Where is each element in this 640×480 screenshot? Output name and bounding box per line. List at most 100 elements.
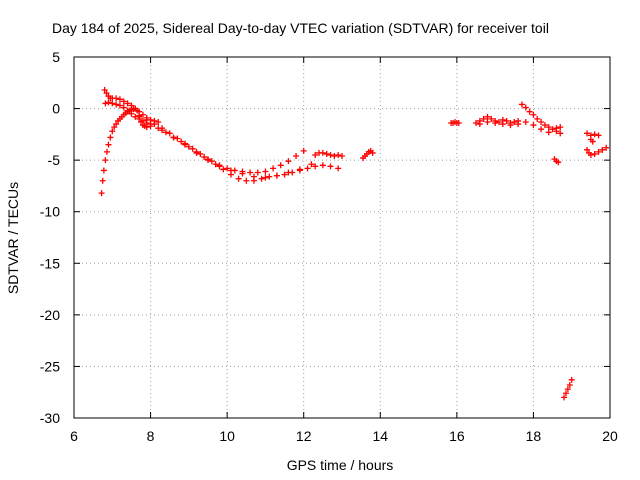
data-point [555,159,562,166]
data-point [182,141,189,148]
data-point [109,100,116,107]
data-point [595,148,602,155]
data-point [319,149,326,156]
data-point [258,175,265,182]
data-point [155,118,162,125]
data-point [254,169,261,176]
data-point [124,107,131,114]
data-point [308,161,315,168]
data-point [327,163,334,170]
data-point [562,390,569,397]
data-point [557,124,564,131]
series-arc-main-2 [136,112,342,184]
data-point [216,163,223,170]
data-point [250,173,257,180]
data-point [335,165,342,172]
chart-title: Day 184 of 2025, Sidereal Day-to-day VTE… [52,20,549,36]
data-point [170,134,177,141]
data-point [566,381,573,388]
data-point [564,386,571,393]
data-point [587,151,594,158]
series-arc-13-14 [360,147,376,162]
data-point [103,148,110,155]
y-ticks: -30 -25 -20 -15 -10 -5 0 5 [40,49,610,426]
x-tick-label: 6 [70,428,78,444]
data-point [227,167,234,174]
data-point [113,121,120,128]
data-point [293,153,300,160]
data-point [584,130,591,137]
data-point [243,177,250,184]
data-point [553,128,560,135]
data-point [499,121,506,128]
data-point [484,118,491,125]
data-point [159,127,166,134]
series-arc-16-18 [473,101,564,133]
data-point [603,144,610,151]
data-point [102,157,109,164]
data-point [545,129,552,136]
y-tick-label: -25 [40,358,60,374]
data-point [599,146,606,153]
x-axis-label: GPS time / hours [287,457,394,473]
data-point [162,129,169,136]
data-point [538,118,545,125]
x-ticks: 6 8 10 12 14 16 18 20 [70,57,618,444]
data-point [109,128,116,135]
data-point [495,118,502,125]
data-points [98,87,610,401]
y-axis-label: SDTVAR / TECUs [5,182,21,294]
data-point [273,172,280,179]
data-point [584,146,591,153]
data-point [530,122,537,129]
data-point [178,138,185,145]
data-point [530,111,537,118]
data-point [166,130,173,137]
y-tick-label: -5 [48,152,61,168]
data-point [369,149,376,156]
data-point [136,112,143,119]
data-point [300,147,307,154]
series-arc-12-13 [312,149,345,160]
data-point [113,101,120,108]
x-tick-label: 10 [219,428,235,444]
data-point [113,95,120,102]
data-point [538,126,545,133]
data-point [151,121,158,128]
data-point [281,171,288,178]
data-point [522,118,529,125]
series-arc-16 [448,118,462,127]
data-point [323,150,330,157]
data-point [116,96,123,103]
data-point [143,116,150,123]
data-point [185,143,192,150]
x-tick-label: 12 [296,428,312,444]
data-point [331,153,338,160]
data-point [557,130,564,137]
data-point [507,122,514,129]
y-tick-label: 0 [52,101,60,117]
data-point [285,158,292,165]
data-point [132,113,139,120]
data-point [99,177,106,184]
data-point [120,98,127,105]
data-point [339,153,345,160]
data-point [100,167,107,174]
data-point [541,122,548,129]
data-point [312,163,319,170]
data-point [208,158,215,165]
y-tick-label: -30 [40,410,60,426]
data-point [262,168,269,175]
x-tick-label: 8 [147,428,155,444]
data-point [545,124,552,131]
data-point [124,100,131,107]
data-point [266,173,273,180]
data-point [488,115,495,122]
data-point [522,104,529,111]
data-point [139,117,146,124]
data-point [476,121,483,128]
y-tick-label: 5 [52,49,60,65]
data-point [595,132,602,139]
data-point [105,99,112,106]
